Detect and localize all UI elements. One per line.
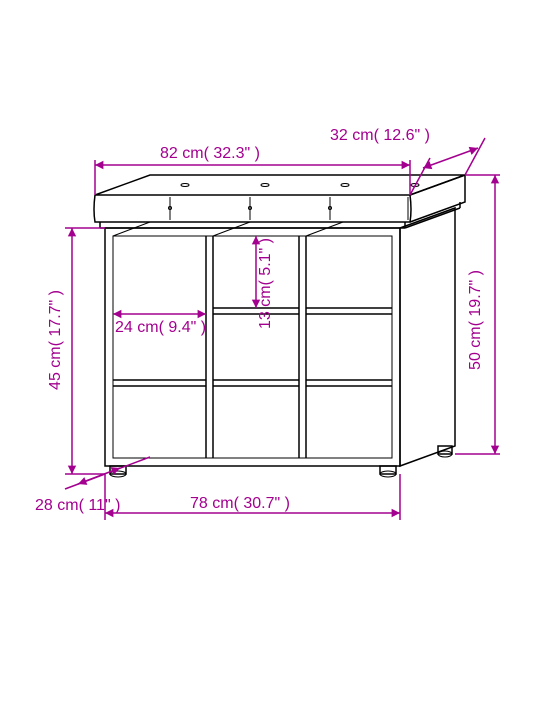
- dim-shelf-height: 13 cm( 5.1" ): [256, 236, 274, 329]
- dim-base-width: 78 cm( 30.7" ): [105, 474, 400, 520]
- dim-cabinet-height-left: 45 cm( 17.7" ): [47, 228, 105, 474]
- dim-shelf-width: 24 cm( 9.4" ): [113, 314, 206, 336]
- dim-height-right: 50 cm( 19.7" ): [455, 175, 500, 454]
- dim-label: 13 cm( 5.1" ): [257, 238, 274, 329]
- dim-label: 45 cm( 17.7" ): [47, 290, 64, 390]
- dim-label: 24 cm( 9.4" ): [115, 319, 206, 336]
- dim-label: 32 cm( 12.6" ): [330, 127, 430, 144]
- dim-label: 78 cm( 30.7" ): [190, 495, 290, 512]
- dim-depth-top-right: 32 cm( 12.6" ): [330, 127, 485, 195]
- dim-label: 82 cm( 32.3" ): [160, 145, 260, 162]
- dim-label: 28 cm( 11" ): [35, 497, 120, 514]
- cabinet-body: [100, 202, 460, 477]
- dim-total-width-top: 82 cm( 32.3" ): [95, 145, 410, 195]
- dim-label: 50 cm( 19.7" ): [467, 270, 484, 370]
